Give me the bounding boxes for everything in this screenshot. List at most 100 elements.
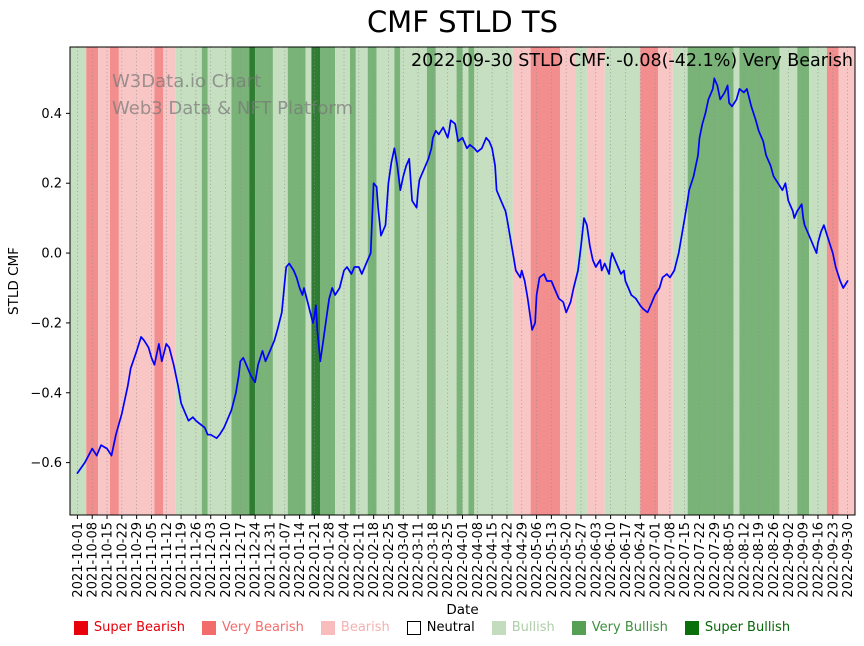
x-tick-label: 2022-03-04 <box>397 522 412 598</box>
y-tick-label: −0.4 <box>30 386 62 401</box>
band-very_bullish <box>367 47 377 515</box>
legend-label-neutral: Neutral <box>426 620 475 635</box>
x-tick-label: 2022-05-27 <box>574 522 589 598</box>
x-tick-label: 2022-02-04 <box>338 522 353 598</box>
band-bullish <box>335 47 350 515</box>
x-tick-label: 2022-03-11 <box>412 522 427 598</box>
legend-item-very-bullish: Very Bullish <box>571 620 668 635</box>
band-very_bullish <box>456 47 463 515</box>
legend-label-bearish: Bearish <box>340 620 390 635</box>
band-bullish <box>305 47 312 515</box>
x-tick-label: 2022-09-30 <box>841 522 856 598</box>
x-tick-label: 2021-12-10 <box>219 522 234 598</box>
x-tick-label: 2022-05-06 <box>530 522 545 598</box>
x-tick-label: 2022-03-25 <box>441 522 456 598</box>
x-tick-label: 2022-07-29 <box>708 522 723 598</box>
legend-item-very-bearish: Very Bearish <box>202 620 304 635</box>
x-tick-label: 2021-11-19 <box>175 522 190 598</box>
legend-label-super-bullish: Super Bullish <box>704 620 791 635</box>
legend-swatch-neutral <box>406 620 421 635</box>
x-tick-label: 2021-10-15 <box>101 522 116 598</box>
band-very_bullish <box>255 47 273 515</box>
band-bullish <box>733 47 740 515</box>
x-tick-label: 2021-10-22 <box>115 522 130 598</box>
band-bearish <box>658 47 673 515</box>
x-tick-label: 2022-07-15 <box>678 522 693 598</box>
x-tick-label: 2022-04-01 <box>456 522 471 598</box>
x-tick-label: 2022-09-23 <box>826 522 841 598</box>
x-tick-label: 2022-06-10 <box>604 522 619 598</box>
y-tick-label: −0.2 <box>30 316 62 331</box>
band-bullish <box>272 47 288 515</box>
x-tick-label: 2022-01-28 <box>323 522 338 598</box>
x-tick-label: 2022-01-21 <box>308 522 323 598</box>
legend-label-bullish: Bullish <box>511 620 555 635</box>
x-tick-label: 2022-07-22 <box>693 522 708 598</box>
band-bullish <box>355 47 368 515</box>
x-axis-label: Date <box>446 602 479 618</box>
x-tick-label: 2022-01-14 <box>293 522 308 598</box>
x-tick-label: 2022-04-15 <box>486 522 501 598</box>
x-tick-label: 2022-06-03 <box>589 522 604 598</box>
band-bullish <box>672 47 688 515</box>
x-tick-label: 2022-02-25 <box>382 522 397 598</box>
band-super_bullish <box>249 47 256 515</box>
x-tick-label: 2022-09-16 <box>811 522 826 598</box>
band-bullish <box>474 47 513 515</box>
x-tick-label: 2022-07-01 <box>649 522 664 598</box>
band-bullish <box>207 47 232 515</box>
legend-swatch-very-bullish <box>571 620 586 635</box>
x-tick-label: 2022-09-02 <box>782 522 797 598</box>
x-tick-label: 2022-02-11 <box>352 522 367 598</box>
sentiment-legend: Super Bearish Very Bearish Bearish Neutral B… <box>0 620 864 635</box>
x-tick-label: 2022-09-09 <box>797 522 812 598</box>
band-very_bullish <box>394 47 401 515</box>
band-bullish <box>604 47 641 515</box>
legend-label-very-bullish: Very Bullish <box>591 620 668 635</box>
x-tick-label: 2021-11-05 <box>145 522 160 598</box>
x-tick-label: 2022-05-20 <box>560 522 575 598</box>
x-tick-label: 2022-02-18 <box>367 522 382 598</box>
band-very_bullish <box>349 47 356 515</box>
legend-item-neutral: Neutral <box>406 620 475 635</box>
y-axis-label: STLD CMF <box>6 247 22 315</box>
x-tick-label: 2021-10-29 <box>130 522 145 598</box>
legend-swatch-very-bearish <box>202 620 216 635</box>
band-bullish <box>400 47 427 515</box>
band-very_bearish <box>154 47 164 515</box>
legend-swatch-super-bullish <box>684 620 699 635</box>
band-very_bearish <box>530 47 561 515</box>
legend-item-bearish: Bearish <box>320 620 390 635</box>
x-tick-label: 2021-12-03 <box>204 522 219 598</box>
y-tick-label: 0.0 <box>41 247 62 262</box>
legend-item-bullish: Bullish <box>491 620 555 635</box>
band-very_bullish <box>426 47 436 515</box>
band-bearish <box>98 47 110 515</box>
legend-swatch-bearish <box>320 620 335 635</box>
x-tick-label: 2021-12-31 <box>263 522 278 598</box>
band-bullish <box>376 47 395 515</box>
y-tick-label: −0.6 <box>30 456 62 471</box>
x-tick-label: 2022-01-07 <box>278 522 293 598</box>
x-tick-label: 2022-07-08 <box>663 522 678 598</box>
band-bullish <box>175 47 202 515</box>
x-tick-label: 2021-12-24 <box>249 522 264 598</box>
x-tick-label: 2022-08-12 <box>737 522 752 598</box>
band-bullish <box>462 47 469 515</box>
chart-title: CMF STLD TS <box>366 5 559 39</box>
band-bullish <box>70 47 87 515</box>
x-tick-label: 2022-08-26 <box>767 522 782 598</box>
y-tick-label: 0.2 <box>41 177 62 192</box>
x-tick-label: 2022-04-22 <box>500 522 515 598</box>
x-tick-label: 2022-08-19 <box>752 522 767 598</box>
legend-swatch-bullish <box>491 620 506 635</box>
watermark-line2: Web3 Data & NFT Platform <box>112 98 354 119</box>
band-very_bearish <box>109 47 119 515</box>
band-very_bullish <box>468 47 475 515</box>
watermark: W3Data.io Chart Web3 Data & NFT Platform <box>112 68 353 122</box>
y-tick-label: 0.4 <box>41 107 62 122</box>
x-tick-label: 2022-06-24 <box>634 522 649 598</box>
band-super_bullish <box>311 47 321 515</box>
x-tick-label: 2021-12-17 <box>234 522 249 598</box>
